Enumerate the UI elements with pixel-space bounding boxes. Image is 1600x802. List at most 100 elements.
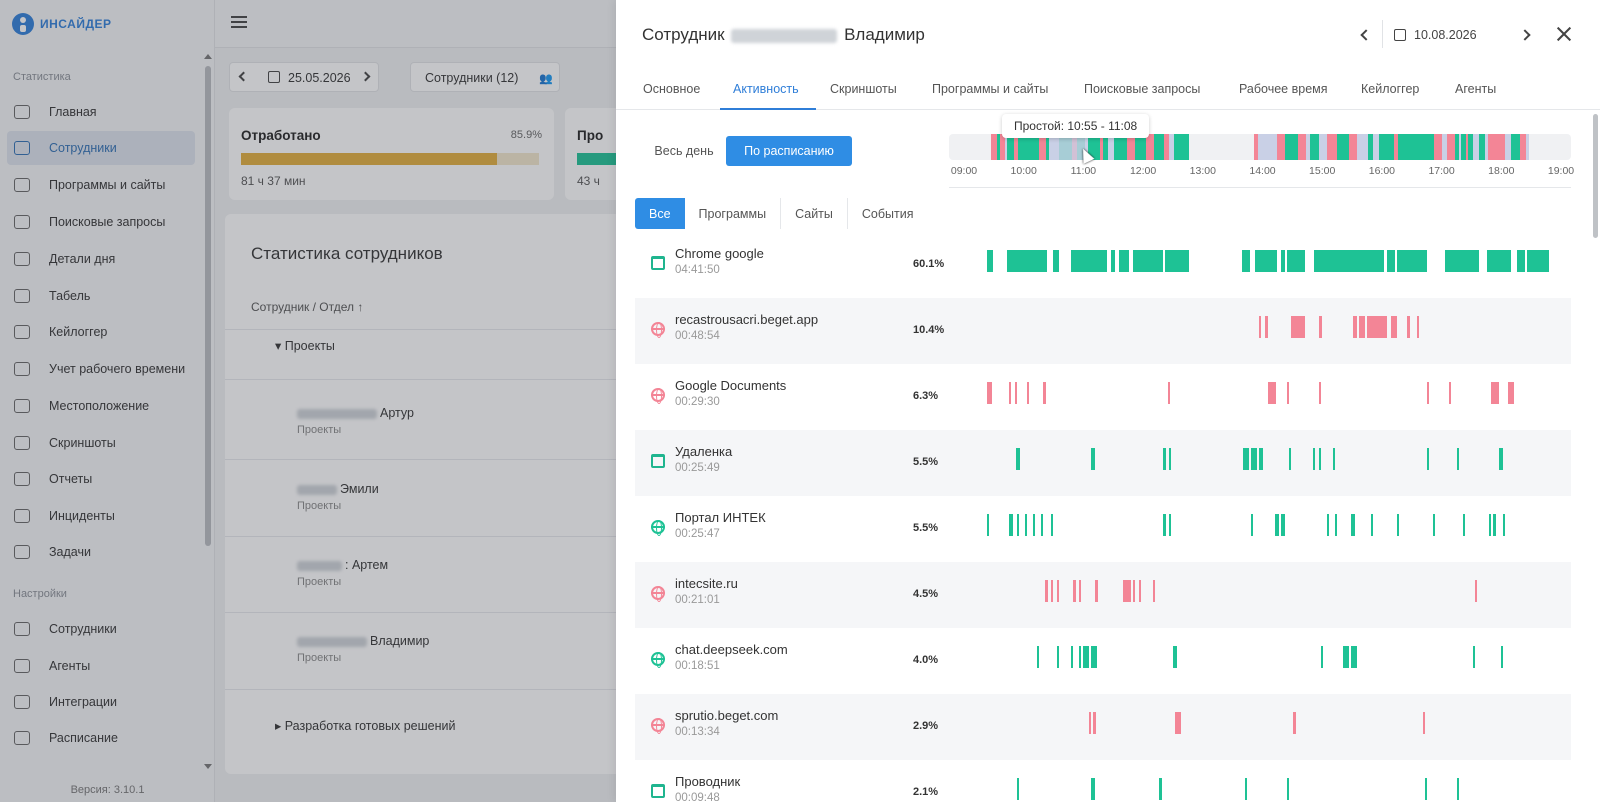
calendar-clock-icon bbox=[14, 731, 30, 745]
timeline-segment bbox=[1258, 134, 1267, 160]
settings-item-3[interactable]: Расписание bbox=[7, 721, 195, 755]
tab-search-queries[interactable]: Поисковые запросы bbox=[1084, 82, 1201, 96]
app-percent: 60.1% bbox=[913, 258, 945, 270]
app-row[interactable]: Проводник 00:09:48 2.1% bbox=[635, 760, 1571, 802]
settings-item-2[interactable]: Интеграции bbox=[7, 685, 195, 719]
worked-progress bbox=[241, 153, 539, 165]
tab-agents[interactable]: Агенты bbox=[1455, 82, 1497, 96]
productive-value: 43 ч bbox=[577, 174, 600, 188]
app-activity-bars bbox=[987, 580, 1552, 602]
next-day-icon[interactable] bbox=[1519, 29, 1531, 41]
filter-programs[interactable]: Программы bbox=[685, 198, 782, 229]
close-icon[interactable] bbox=[1556, 26, 1572, 42]
employee-row-name[interactable]: : Артем bbox=[297, 558, 388, 572]
activity-bar bbox=[1251, 514, 1253, 536]
timeline-segment bbox=[1180, 134, 1184, 160]
app-row[interactable]: sprutio.beget.com 00:13:34 2.9% bbox=[635, 694, 1571, 760]
tab-work-time[interactable]: Рабочее время bbox=[1239, 82, 1328, 96]
activity-timeline[interactable] bbox=[949, 134, 1571, 160]
logo[interactable]: ИНСАЙДЕР bbox=[12, 11, 112, 37]
sidebar-item-12[interactable]: Задачи bbox=[7, 535, 195, 569]
app-percent: 2.9% bbox=[913, 720, 939, 732]
activity-bar bbox=[1491, 382, 1499, 404]
menu-icon[interactable] bbox=[231, 16, 247, 28]
sidebar-item-5[interactable]: Табель bbox=[7, 279, 195, 313]
group-solutions[interactable]: ▸ Разработка готовых решений bbox=[275, 719, 456, 733]
sidebar-item-2[interactable]: Программы и сайты bbox=[7, 168, 195, 202]
sidebar-scroll-down[interactable] bbox=[204, 764, 212, 769]
settings-item-1[interactable]: Агенты bbox=[7, 649, 195, 683]
activity-bar bbox=[1387, 250, 1395, 272]
sidebar-item-label: Программы и сайты bbox=[49, 178, 166, 192]
app-row[interactable]: Портал ИНТЕК 00:25:47 5.5% bbox=[635, 496, 1571, 562]
app-row[interactable]: recastrousacri.beget.app 00:48:54 10.4% bbox=[635, 298, 1571, 364]
timeline-segment bbox=[1349, 134, 1357, 160]
timeline-segment bbox=[1046, 134, 1049, 160]
timeline-segment bbox=[1114, 134, 1120, 160]
sidebar-scroll-up[interactable] bbox=[204, 54, 212, 59]
app-row[interactable]: Chrome google 04:41:50 60.1% bbox=[635, 232, 1571, 298]
productive-progress bbox=[577, 153, 617, 165]
timeline-segment bbox=[1428, 134, 1434, 160]
app-time: 04:41:50 bbox=[675, 264, 720, 276]
filter-sites[interactable]: Сайты bbox=[781, 198, 848, 229]
app-percent: 6.3% bbox=[913, 390, 939, 402]
activity-bar bbox=[1457, 778, 1459, 800]
mode-schedule-button[interactable]: По расписанию bbox=[726, 136, 852, 166]
employees-button[interactable]: Сотрудники (12) 👥 bbox=[410, 62, 560, 92]
timeline-segment bbox=[1094, 134, 1100, 160]
timeline-segment bbox=[1254, 134, 1258, 160]
sidebar-item-4[interactable]: Детали дня bbox=[7, 242, 195, 276]
filter-events[interactable]: События bbox=[861, 206, 914, 221]
timeline-segment bbox=[1447, 134, 1455, 160]
app-row[interactable]: Google Documents 00:29:30 6.3% bbox=[635, 364, 1571, 430]
tab-keylogger[interactable]: Кейлоггер bbox=[1361, 82, 1420, 96]
tab-screenshots[interactable]: Скриншоты bbox=[830, 82, 897, 96]
employee-row-name[interactable]: Эмили bbox=[297, 482, 379, 496]
section-settings-label: Настройки bbox=[13, 588, 67, 600]
main-date-picker[interactable]: 25.05.2026 bbox=[229, 62, 379, 92]
sidebar-item-1[interactable]: Сотрудники bbox=[7, 131, 195, 165]
drawer-scrollbar[interactable] bbox=[1593, 114, 1598, 238]
activity-bar bbox=[1397, 514, 1399, 536]
sidebar-item-8[interactable]: Местоположение bbox=[7, 389, 195, 423]
app-row[interactable]: chat.deepseek.com 00:18:51 4.0% bbox=[635, 628, 1571, 694]
activity-bar bbox=[1517, 250, 1525, 272]
app-row[interactable]: Удаленка 00:25:49 5.5% bbox=[635, 430, 1571, 496]
app-time: 00:25:47 bbox=[675, 528, 720, 540]
employee-row-name[interactable]: Владимир bbox=[297, 634, 429, 648]
filter-all[interactable]: Все bbox=[635, 198, 685, 229]
sidebar-item-9[interactable]: Скриншоты bbox=[7, 426, 195, 460]
sidebar-scrollbar[interactable] bbox=[205, 66, 211, 546]
drawer-date[interactable]: 10.08.2026 bbox=[1414, 28, 1477, 42]
employee-row-name[interactable]: Артур bbox=[297, 406, 414, 420]
prev-day-icon[interactable] bbox=[1360, 29, 1372, 41]
timeline-segment bbox=[1394, 134, 1398, 160]
activity-bar bbox=[1095, 580, 1098, 602]
sidebar-item-11[interactable]: Инциденты bbox=[7, 499, 195, 533]
group-projects[interactable]: ▾ Проекты bbox=[275, 339, 335, 353]
tab-main[interactable]: Основное bbox=[643, 82, 701, 96]
timeline-segment bbox=[1495, 134, 1505, 160]
activity-bar bbox=[1259, 448, 1263, 470]
sidebar-item-label: Главная bbox=[49, 105, 97, 119]
timeline-segment bbox=[1327, 134, 1334, 160]
sidebar-item-6[interactable]: Кейлоггер bbox=[7, 315, 195, 349]
tab-apps-sites[interactable]: Программы и сайты bbox=[932, 82, 1049, 96]
main-date-text: 25.05.2026 bbox=[288, 71, 351, 85]
check-circle-icon bbox=[14, 545, 30, 559]
app-name: recastrousacri.beget.app bbox=[675, 312, 819, 327]
sidebar-item-0[interactable]: Главная bbox=[7, 95, 195, 129]
activity-bar bbox=[1397, 250, 1419, 272]
activity-bar bbox=[1499, 448, 1503, 470]
settings-item-0[interactable]: Сотрудники bbox=[7, 612, 195, 646]
stats-column-header[interactable]: Сотрудник / Отдел ↑ bbox=[251, 300, 364, 314]
sidebar-item-7[interactable]: Учет рабочего времени bbox=[7, 352, 195, 386]
sidebar-item-3[interactable]: Поисковые запросы bbox=[7, 205, 195, 239]
mode-all-day-button[interactable]: Весь день bbox=[654, 144, 714, 158]
app-row[interactable]: intecsite.ru 00:21:01 4.5% bbox=[635, 562, 1571, 628]
sidebar-item-10[interactable]: Отчеты bbox=[7, 462, 195, 496]
tab-activity[interactable]: Активность bbox=[733, 82, 799, 96]
activity-bar bbox=[1275, 514, 1279, 536]
calendar-icon[interactable] bbox=[1394, 29, 1406, 41]
